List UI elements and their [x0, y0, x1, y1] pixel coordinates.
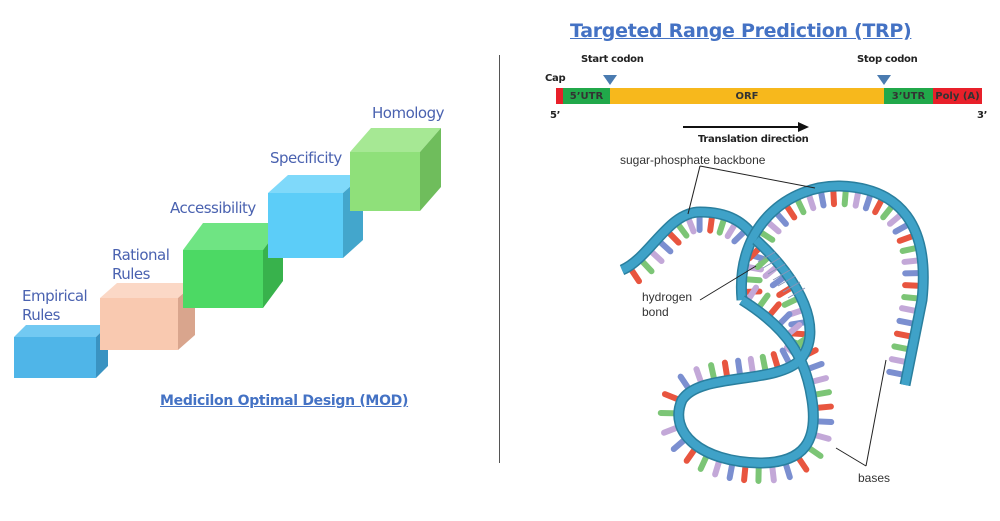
block-top: [350, 128, 441, 152]
hydrogen-bond-icon: [787, 287, 806, 299]
step-label-empirical: Empirical Rules: [22, 287, 88, 324]
block-front: [268, 193, 343, 258]
hydrogen-bond-icon: [762, 257, 781, 269]
label-leader-line: [835, 447, 867, 467]
translation-arrow-icon: [683, 122, 809, 132]
three-prime-label: 3’: [977, 110, 988, 121]
backbone-ribbon: [620, 207, 760, 274]
cap-segment: [556, 88, 563, 104]
cap-label: Cap: [545, 73, 566, 84]
staircase-blocks: [14, 128, 441, 378]
block-top: [268, 175, 363, 193]
translation-direction-label: Translation direction: [698, 134, 809, 145]
stop-codon-label: Stop codon: [857, 54, 918, 65]
polya-segment: Poly (A): [933, 88, 982, 104]
hydrogen-bond-icon: [757, 251, 776, 263]
trp-title-link[interactable]: Targeted Range Prediction (TRP): [570, 20, 912, 42]
hydrogen-bond-label: hydrogen bond: [642, 290, 693, 319]
block-top: [183, 223, 283, 250]
five-utr-segment: 5’UTR: [563, 88, 610, 104]
label-leader-line: [699, 165, 816, 189]
block-front: [14, 337, 96, 378]
label-leader-line: [699, 265, 757, 301]
step-block: [350, 128, 441, 211]
block-front: [100, 298, 178, 350]
start-codon-label: Start codon: [581, 54, 644, 65]
hydrogen-bond-icon: [777, 275, 796, 287]
block-front: [183, 250, 263, 308]
step-label-accessibility: Accessibility: [170, 199, 256, 217]
block-top: [100, 283, 195, 298]
divider: [499, 55, 500, 463]
step-label-homology: Homology: [372, 104, 445, 122]
step-block: [100, 283, 195, 350]
backbone-label: sugar-phosphate backbone: [620, 153, 766, 167]
bases-label: bases: [858, 471, 891, 485]
hydrogen-bond-icon: [767, 263, 786, 275]
step-block: [14, 325, 108, 378]
label-leader-line: [865, 359, 887, 467]
backbone-ribbon: [674, 237, 818, 468]
start-codon-marker-icon: [603, 75, 617, 85]
mod-title-link[interactable]: Medicilon Optimal Design (MOD): [160, 393, 409, 409]
backbone-ribbon: [737, 181, 928, 386]
hydrogen-bond-icon: [782, 281, 801, 293]
label-leader-line: [687, 165, 701, 215]
block-front: [350, 152, 420, 211]
hydrogen-bond-icon: [772, 269, 791, 281]
block-side: [420, 128, 441, 211]
step-label-rational: Rational Rules: [112, 246, 170, 283]
five-prime-label: 5’: [550, 110, 561, 121]
step-label-specificity: Specificity: [270, 149, 342, 167]
stop-codon-marker-icon: [877, 75, 891, 85]
block-top: [14, 325, 108, 337]
three-utr-segment: 3’UTR: [884, 88, 933, 104]
orf-segment: ORF: [610, 88, 884, 104]
